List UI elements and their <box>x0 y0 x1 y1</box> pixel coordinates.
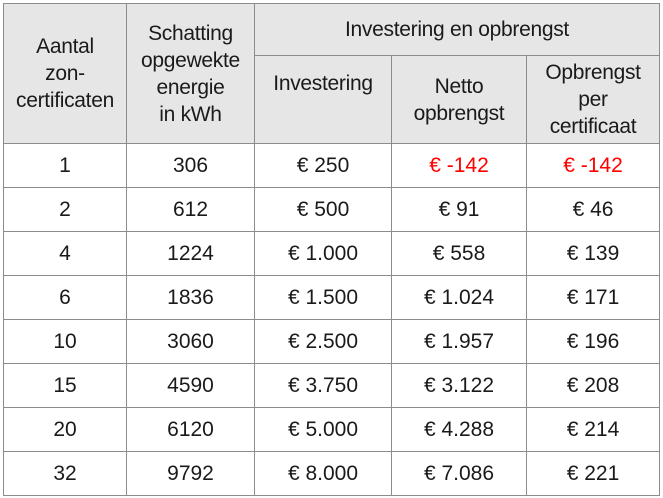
cell-energy: 3060 <box>126 319 255 364</box>
cell-certificates: 20 <box>3 407 127 452</box>
cell-net-yield: € 1.957 <box>391 319 527 364</box>
table-row: 20 6120 € 5.000 € 4.288 € 214 <box>3 407 661 452</box>
cell-net-yield: € 558 <box>391 231 527 276</box>
header-group-investment-yield: Investering en opbrengst <box>253 3 661 56</box>
solar-certificates-table: Aantal zon- certificaten Schatting opgew… <box>3 3 661 496</box>
cell-certificates: 6 <box>3 275 127 320</box>
cell-certificates: 4 <box>3 231 127 276</box>
cell-energy: 1224 <box>126 231 255 276</box>
table-row: 15 4590 € 3.750 € 3.122 € 208 <box>3 363 661 408</box>
cell-yield-per-certificate: € 171 <box>525 275 661 320</box>
table-body: 1 306 € 250 € -142 € -142 2 612 € 500 € … <box>3 143 661 496</box>
header-energy-line-2: opgewekte <box>141 48 240 72</box>
cell-yield-per-certificate: € 214 <box>525 407 661 452</box>
header-yield-per-cert-line-2: per <box>578 88 608 111</box>
header-certificates: Aantal zon- certificaten <box>3 3 127 144</box>
cell-investment: € 1.500 <box>254 275 392 320</box>
header-certificates-line-2: zon- <box>45 62 85 85</box>
cell-net-yield: € -142 <box>391 143 527 188</box>
header-net-yield-line-1: Netto <box>434 74 484 98</box>
cell-investment: € 1.000 <box>254 231 392 276</box>
table-row: 4 1224 € 1.000 € 558 € 139 <box>3 231 661 276</box>
cell-certificates: 32 <box>3 451 127 496</box>
cell-certificates: 1 <box>3 143 127 188</box>
header-energy-line-3: energie <box>156 75 225 99</box>
header-energy-line-1: Schatting <box>148 21 233 45</box>
cell-certificates: 10 <box>3 319 127 364</box>
table-row: 32 9792 € 8.000 € 7.086 € 221 <box>3 451 661 496</box>
header-certificates-line-1: Aantal <box>36 35 94 58</box>
header-net-yield: Netto opbrengst <box>391 55 527 144</box>
table-header: Aantal zon- certificaten Schatting opgew… <box>3 3 661 144</box>
cell-yield-per-certificate: € 46 <box>525 187 661 232</box>
cell-energy: 1836 <box>126 275 255 320</box>
cell-yield-per-certificate: € -142 <box>525 143 661 188</box>
table-row: 1 306 € 250 € -142 € -142 <box>3 143 661 188</box>
cell-energy: 4590 <box>126 363 255 408</box>
cell-net-yield: € 1.024 <box>391 275 527 320</box>
table-row: 2 612 € 500 € 91 € 46 <box>3 187 661 232</box>
header-energy: Schatting opgewekte energie in kWh <box>126 3 255 144</box>
header-yield-per-cert-line-1: Opbrengst <box>545 61 641 84</box>
cell-energy: 9792 <box>126 451 255 496</box>
cell-yield-per-certificate: € 208 <box>525 363 661 408</box>
cell-yield-per-certificate: € 139 <box>525 231 661 276</box>
cell-net-yield: € 91 <box>391 187 527 232</box>
cell-certificates: 15 <box>3 363 127 408</box>
cell-investment: € 2.500 <box>254 319 392 364</box>
cell-investment: € 250 <box>254 143 392 188</box>
cell-energy: 306 <box>126 143 255 188</box>
header-net-yield-line-2: opbrengst <box>413 101 505 125</box>
cell-energy: 6120 <box>126 407 255 452</box>
header-investment: Investering <box>254 55 392 144</box>
cell-energy: 612 <box>126 187 255 232</box>
header-certificates-line-3: certificaten <box>16 89 114 112</box>
cell-certificates: 2 <box>3 187 127 232</box>
table-row: 10 3060 € 2.500 € 1.957 € 196 <box>3 319 661 364</box>
cell-net-yield: € 7.086 <box>391 451 527 496</box>
cell-yield-per-certificate: € 196 <box>525 319 661 364</box>
cell-investment: € 5.000 <box>254 407 392 452</box>
cell-yield-per-certificate: € 221 <box>525 451 661 496</box>
header-yield-per-certificate: Opbrengst per certificaat <box>525 55 661 144</box>
header-yield-per-cert-line-3: certificaat <box>549 115 637 138</box>
cell-net-yield: € 4.288 <box>391 407 527 452</box>
cell-investment: € 8.000 <box>254 451 392 496</box>
header-investment-line-1: Investering <box>273 72 373 95</box>
cell-net-yield: € 3.122 <box>391 363 527 408</box>
header-energy-line-4: in kWh <box>159 102 222 126</box>
table-row: 6 1836 € 1.500 € 1.024 € 171 <box>3 275 661 320</box>
cell-investment: € 500 <box>254 187 392 232</box>
cell-investment: € 3.750 <box>254 363 392 408</box>
